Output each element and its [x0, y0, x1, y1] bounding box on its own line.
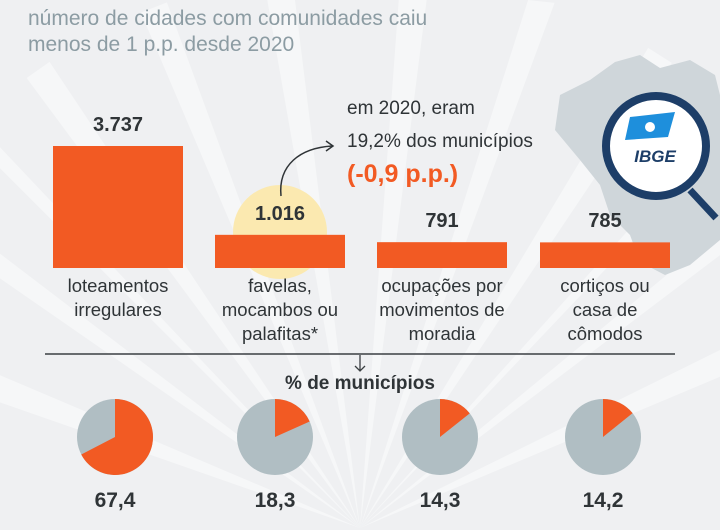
bar-value-label: 791: [425, 210, 459, 233]
bar: [540, 242, 670, 268]
annotation-arrowhead: [325, 140, 335, 152]
pie-value-label: 18,3: [254, 489, 296, 512]
subtitle-line-1: número de cidades com comunidades caiu: [28, 7, 428, 30]
pie-slice: [440, 399, 470, 437]
bar-category-label: cortiços ou casa de cômodos: [560, 275, 650, 344]
bar: [53, 146, 183, 268]
bar-category-label: favelas, mocambos ou palafitas*: [221, 275, 339, 344]
annotation-change: (-0,9 p.p.): [347, 160, 459, 188]
bar-category-label: ocupações por movimentos de moradia: [379, 275, 505, 344]
annotation-line-2: 19,2% dos municípios: [347, 131, 533, 152]
pie-slice: [275, 399, 310, 437]
bar-value-label: 3.737: [92, 114, 144, 136]
bar: [215, 234, 345, 268]
svg-text:IBGE: IBGE: [634, 147, 676, 166]
pie-value-label: 67,4: [94, 489, 136, 512]
subtitle-line-2: menos de 1 p.p. desde 2020: [28, 33, 295, 56]
down-arrow-icon: [354, 355, 366, 372]
bar-value-label: 785: [588, 210, 622, 233]
pie-value-label: 14,3: [419, 489, 461, 512]
background-ray: [0, 375, 360, 528]
bar-value-label: 1.016: [254, 202, 306, 225]
background-ray: [360, 350, 720, 528]
pie-slice: [81, 399, 153, 475]
bar-category-label: loteamentos irregulares: [67, 275, 169, 320]
pie-section-title: % de municípios: [285, 373, 435, 394]
pie-value-label: 14,2: [582, 489, 624, 512]
magnifier-handle: [687, 187, 719, 221]
ibge-logo: IBGE: [625, 112, 676, 166]
bar: [377, 242, 507, 268]
annotation-line-1: em 2020, eram: [347, 98, 475, 119]
pie-slice: [603, 399, 633, 437]
annotation-arrow: [280, 145, 333, 197]
magnifier-lens: [602, 92, 710, 200]
